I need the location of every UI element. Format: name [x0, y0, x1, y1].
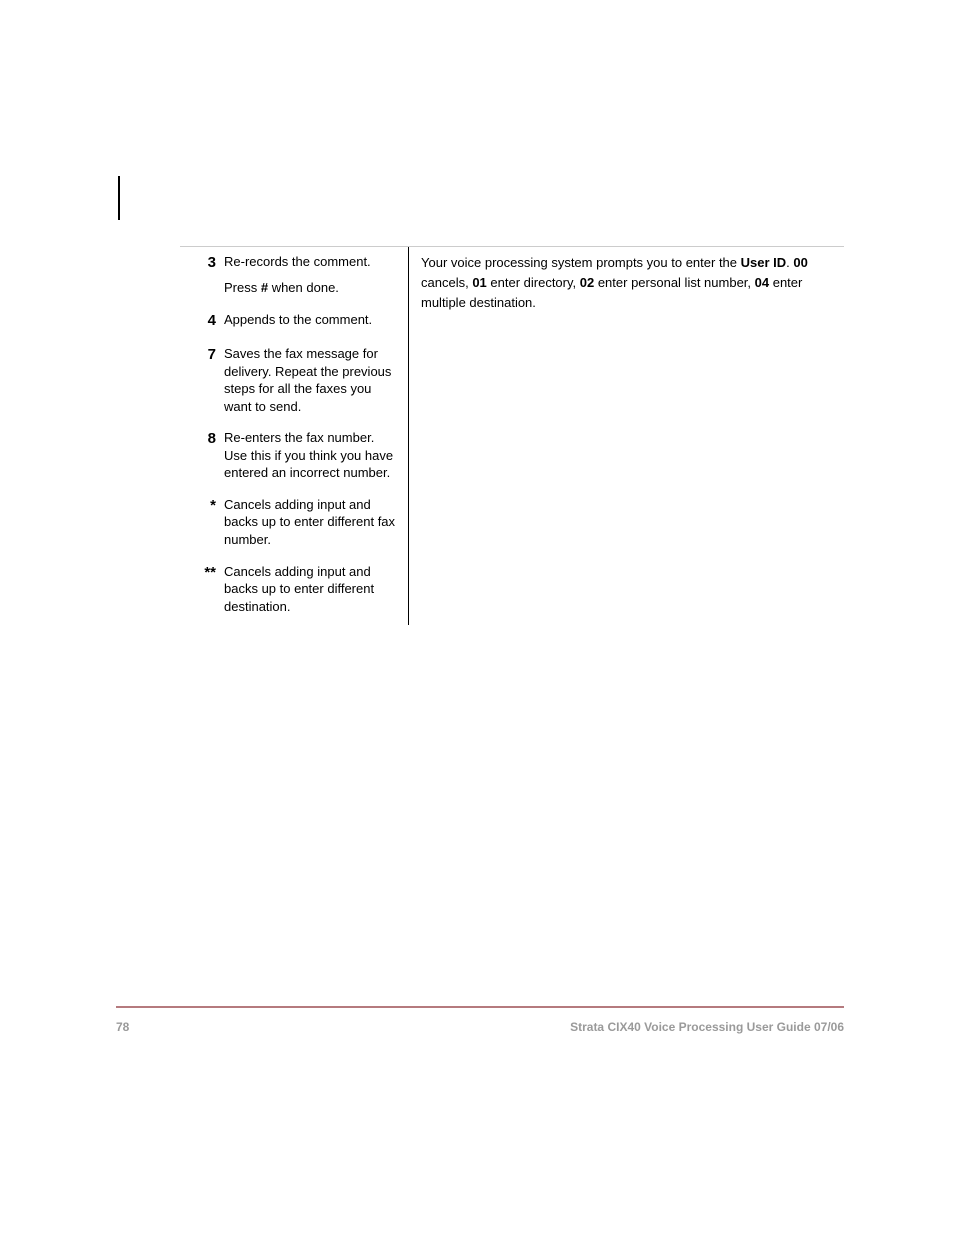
- right-column: Your voice processing system prompts you…: [408, 247, 844, 625]
- p-text: Your voice processing system prompts you…: [421, 255, 741, 270]
- p-bold: 02: [580, 275, 594, 290]
- p-text: enter directory,: [487, 275, 580, 290]
- key-digit: 3: [180, 253, 224, 273]
- key-description: Re-records the comment.: [224, 253, 400, 271]
- key-digit: *: [180, 496, 224, 516]
- desc-text: Saves the fax: [224, 346, 306, 361]
- content-area: 3 Re-records the comment. Press # when d…: [180, 246, 844, 625]
- instruction-row: Press # when done.: [180, 279, 400, 297]
- margin-mark: [118, 176, 120, 220]
- instruction-row: ** Cancels adding input and backs up to …: [180, 563, 400, 616]
- desc-text: Re-records the: [224, 254, 314, 269]
- instruction-row: 7 Saves the fax message for delivery. Re…: [180, 345, 400, 415]
- key-digit: 7: [180, 345, 224, 365]
- desc-text: Appends to the: [224, 312, 315, 327]
- desc-text: when done.: [268, 280, 339, 295]
- two-column-layout: 3 Re-records the comment. Press # when d…: [180, 247, 844, 625]
- p-bold: 01: [472, 275, 486, 290]
- key-description: Press # when done.: [224, 279, 400, 297]
- instruction-row: * Cancels adding input and backs up to e…: [180, 496, 400, 549]
- key-description: Re-enters the fax number. Use this if yo…: [224, 429, 400, 482]
- key-description: Appends to the comment.: [224, 311, 400, 329]
- desc-text: Cancels adding: [224, 497, 317, 512]
- p-text: enter personal list number,: [594, 275, 754, 290]
- instruction-row: 4 Appends to the comment.: [180, 311, 400, 331]
- desc-text: Cancels adding: [224, 564, 317, 579]
- key-description: Saves the fax message for delivery. Repe…: [224, 345, 400, 415]
- desc-text: Press: [224, 280, 261, 295]
- key-digit: **: [180, 563, 224, 583]
- p-text: cancels,: [421, 275, 472, 290]
- p-bold: 04: [755, 275, 769, 290]
- inline-key: #: [261, 280, 268, 295]
- key-digit: 8: [180, 429, 224, 449]
- left-column: 3 Re-records the comment. Press # when d…: [180, 247, 408, 625]
- key-digit: 4: [180, 311, 224, 331]
- key-description: Cancels adding input and backs up to ent…: [224, 563, 400, 616]
- instruction-row: 8 Re-enters the fax number. Use this if …: [180, 429, 400, 482]
- footer-text: Strata CIX40 Voice Processing User Guide…: [116, 1020, 844, 1034]
- key-description: Cancels adding input and backs up to ent…: [224, 496, 400, 549]
- desc-text: comment.: [314, 254, 371, 269]
- footer-rule: [116, 1006, 844, 1008]
- right-paragraph: Your voice processing system prompts you…: [421, 247, 844, 323]
- instruction-row: 3 Re-records the comment.: [180, 253, 400, 273]
- p-bold: User ID: [741, 255, 787, 270]
- desc-text: comment.: [315, 312, 372, 327]
- desc-text: Re-enters the fax: [224, 430, 327, 445]
- p-bold: 00: [793, 255, 807, 270]
